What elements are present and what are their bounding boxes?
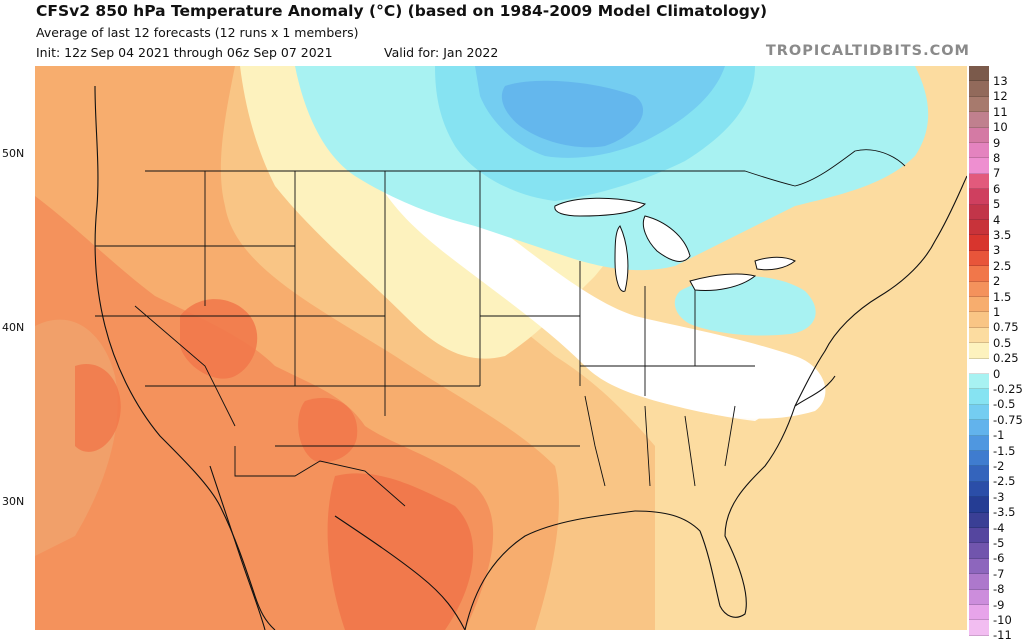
colorbar-swatch [969, 512, 989, 528]
colorbar-label: 10 [993, 120, 1008, 135]
colorbar-swatch [969, 451, 989, 467]
colorbar-swatch [969, 528, 989, 544]
colorbar-label: 2.5 [993, 258, 1012, 273]
map-title: CFSv2 850 hPa Temperature Anomaly (°C) (… [36, 2, 768, 20]
colorbar-label: 0.75 [993, 320, 1019, 335]
colorbar-label: -7 [993, 566, 1005, 581]
colorbar-label: -3.5 [993, 505, 1016, 520]
colorbar-label: -0.75 [993, 412, 1023, 427]
colorbar-label: -6 [993, 551, 1005, 566]
colorbar-label: -11 [993, 628, 1012, 642]
colorbar-swatch [969, 158, 989, 174]
latitude-label-30n: 30N [2, 495, 25, 508]
colorbar-swatch [969, 312, 989, 328]
colorbar-label: -8 [993, 582, 1005, 597]
map-subtitle: Average of last 12 forecasts (12 runs x … [36, 25, 359, 40]
colorbar-swatch [969, 605, 989, 621]
colorbar-label: 4 [993, 212, 1001, 227]
colorbar-swatch [969, 481, 989, 498]
colorbar-swatch [969, 574, 989, 590]
colorbar-label: 6 [993, 181, 1001, 196]
colorbar-swatch [969, 404, 989, 421]
anomaly-warm-core-nevada [180, 299, 258, 379]
colorbar-label: 0 [993, 366, 1001, 381]
colorbar-label: -0.25 [993, 382, 1023, 396]
colorbar-label: 11 [993, 104, 1008, 119]
colorbar-label: 9 [993, 135, 1001, 150]
anomaly-colorbar [969, 66, 989, 636]
colorbar-label: 0.5 [993, 335, 1012, 350]
colorbar-swatch [969, 589, 989, 605]
colorbar-swatch [969, 143, 989, 159]
colorbar-label: -10 [993, 613, 1012, 627]
colorbar-label: 2 [993, 274, 1001, 289]
colorbar-swatch [969, 297, 989, 313]
colorbar-swatch [969, 620, 989, 636]
colorbar-swatch [969, 420, 989, 436]
colorbar-swatch [969, 466, 989, 482]
colorbar-label: 1 [993, 305, 1001, 319]
colorbar-swatch [969, 558, 989, 575]
colorbar-label: -5 [993, 536, 1005, 550]
latitude-label-40n: 40N [2, 321, 25, 334]
colorbar-swatch [969, 343, 989, 359]
anomaly-map[interactable] [35, 66, 967, 630]
colorbar-swatch [969, 173, 989, 190]
colorbar-swatch [969, 66, 989, 82]
colorbar-label: 8 [993, 151, 1001, 165]
anomaly-zero-region-great-lakes [375, 176, 826, 419]
init-time-label: Init: 12z Sep 04 2021 through 06z Sep 07… [36, 45, 333, 60]
anomaly-warm-core-california [75, 364, 121, 452]
colorbar-swatch [969, 435, 989, 451]
colorbar-swatch [969, 112, 989, 128]
colorbar-label: 1.5 [993, 289, 1012, 304]
colorbar-label: -0.5 [993, 397, 1016, 412]
colorbar-swatch [969, 204, 989, 220]
colorbar-label: -4 [993, 520, 1005, 535]
site-brand: TROPICALTIDBITS.COM [765, 43, 970, 59]
colorbar-label: -2 [993, 459, 1005, 473]
colorbar-swatch [969, 189, 989, 205]
colorbar-swatch [969, 81, 989, 97]
colorbar-label: 5 [993, 197, 1001, 212]
colorbar-swatch [969, 389, 989, 405]
colorbar-swatch [969, 127, 989, 143]
colorbar-swatch [969, 220, 989, 236]
colorbar-label: -3 [993, 489, 1005, 504]
colorbar-swatch [969, 281, 989, 297]
colorbar-swatch [969, 543, 989, 559]
coastlines [94, 85, 967, 630]
colorbar-label: 12 [993, 89, 1008, 104]
colorbar-label: 3.5 [993, 228, 1012, 242]
colorbar-swatch [969, 250, 989, 267]
colorbar-label: 0.25 [993, 351, 1019, 366]
colorbar-swatch [969, 374, 989, 390]
colorbar-swatch [969, 235, 989, 251]
latitude-label-50n: 50N [2, 147, 25, 160]
valid-time-label: Valid for: Jan 2022 [384, 45, 499, 60]
great-lakes [554, 197, 796, 292]
colorbar-swatch [969, 358, 989, 374]
colorbar-swatch [969, 327, 989, 344]
anomaly-map-svg [35, 66, 967, 630]
anomaly-zero-region-ohio-valley [591, 316, 763, 421]
colorbar-label: 13 [993, 74, 1008, 88]
colorbar-label: -1 [993, 428, 1005, 443]
political-borders [95, 149, 906, 507]
colorbar-label: 7 [993, 166, 1001, 181]
colorbar-label: -9 [993, 597, 1005, 612]
colorbar-swatch [969, 497, 989, 513]
colorbar-label: 3 [993, 243, 1001, 258]
colorbar-swatch [969, 96, 989, 113]
colorbar-label: -2.5 [993, 474, 1016, 489]
anomaly-cool-core [501, 80, 644, 148]
colorbar-label: -1.5 [993, 443, 1016, 458]
colorbar-swatch [969, 266, 989, 282]
